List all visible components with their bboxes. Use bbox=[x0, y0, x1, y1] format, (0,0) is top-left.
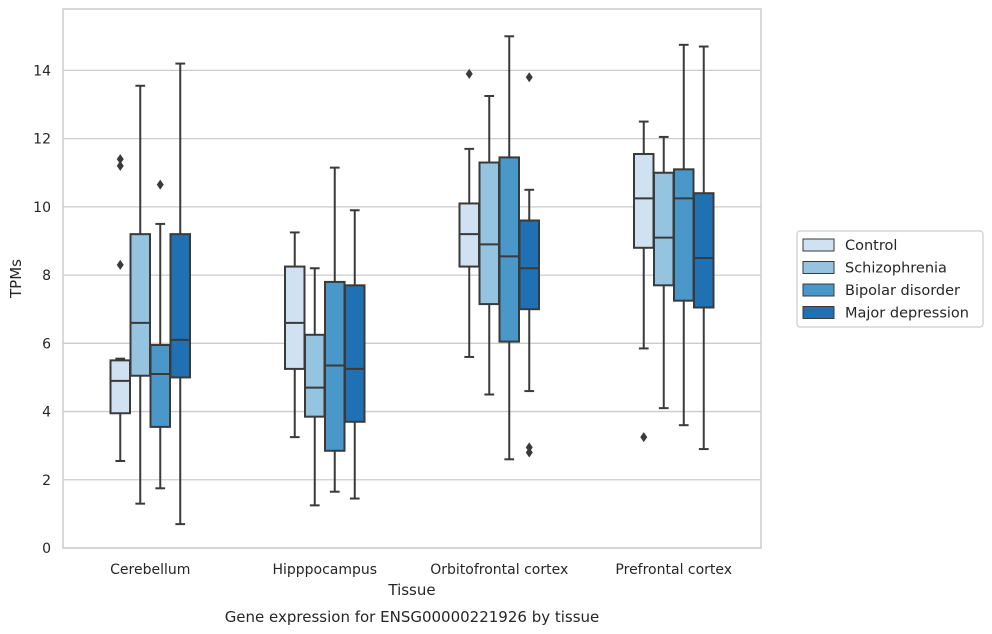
outlier-point bbox=[116, 154, 124, 165]
legend-swatch bbox=[802, 283, 835, 297]
box-iqr bbox=[633, 152, 655, 249]
box-group bbox=[109, 154, 131, 463]
box-group bbox=[498, 35, 520, 461]
x-tick-label: Orbitofrontal cortex bbox=[430, 562, 568, 578]
outlier-point bbox=[525, 72, 533, 83]
y-tick-label: 0 bbox=[42, 541, 51, 557]
box-iqr bbox=[478, 161, 500, 306]
box-group bbox=[693, 45, 715, 451]
outlier-point bbox=[465, 68, 473, 79]
box-group bbox=[149, 179, 171, 490]
grid-lines bbox=[63, 69, 761, 549]
box-group bbox=[324, 166, 346, 493]
outlier-point bbox=[640, 432, 648, 443]
box-group bbox=[169, 62, 191, 526]
box-iqr bbox=[653, 171, 675, 287]
legend-entry-label: Major depression bbox=[845, 306, 969, 322]
box-iqr bbox=[284, 265, 306, 370]
legend-swatch bbox=[802, 306, 835, 319]
legend-swatch bbox=[802, 261, 835, 274]
box-iqr bbox=[109, 359, 131, 415]
box-iqr bbox=[344, 284, 366, 423]
box-iqr bbox=[673, 168, 695, 302]
legend-swatch bbox=[802, 238, 835, 252]
legend: Control Schizophrenia Bipolar disorder Majo… bbox=[796, 230, 984, 328]
outlier-point bbox=[525, 442, 533, 453]
y-tick-label: 2 bbox=[42, 473, 51, 489]
y-tick-label: 6 bbox=[42, 336, 51, 352]
y-tick-label: 8 bbox=[42, 268, 51, 284]
x-tick-label: Cerebellum bbox=[110, 562, 190, 578]
outlier-point bbox=[116, 259, 124, 270]
chart-caption: Gene expression for ENSG00000221926 by t… bbox=[225, 608, 600, 626]
x-tick-label: Prefrontal cortex bbox=[615, 562, 732, 578]
box-iqr bbox=[498, 156, 520, 343]
box-iqr bbox=[693, 192, 715, 309]
box-iqr bbox=[304, 333, 326, 418]
y-tick-label: 4 bbox=[42, 405, 51, 421]
box-group bbox=[633, 120, 655, 443]
box-group bbox=[344, 209, 366, 500]
tick-labels: 0 2 4 6 8 10 12 14 Cerebellum Hipppocampus Orbitof… bbox=[33, 63, 732, 578]
legend-entry-label: Control bbox=[845, 238, 897, 254]
box-iqr bbox=[169, 233, 191, 379]
plot-frame bbox=[62, 8, 762, 549]
box-group bbox=[129, 84, 151, 505]
box-group bbox=[284, 231, 306, 439]
box-iqr bbox=[149, 344, 171, 428]
legend-entry-label: Bipolar disorder bbox=[845, 283, 960, 299]
box-series bbox=[109, 35, 715, 526]
box-group bbox=[673, 43, 695, 427]
box-group bbox=[518, 72, 540, 458]
box-group bbox=[478, 94, 500, 396]
y-tick-label: 12 bbox=[33, 132, 51, 148]
legend-frame bbox=[796, 230, 984, 328]
outlier-point bbox=[156, 179, 164, 190]
y-tick-label: 14 bbox=[33, 63, 51, 79]
box-group bbox=[304, 267, 326, 507]
box-iqr bbox=[518, 219, 540, 311]
box-iqr bbox=[129, 233, 151, 377]
y-tick-label: 10 bbox=[33, 200, 51, 216]
box-group bbox=[458, 68, 480, 358]
x-tick-label: Hipppocampus bbox=[272, 562, 377, 578]
box-group bbox=[653, 135, 675, 410]
y-axis-title: TPMs bbox=[7, 259, 25, 299]
outlier-point bbox=[116, 160, 124, 171]
x-axis-title: Tissue bbox=[387, 581, 435, 599]
legend-entry-label: Schizophrenia bbox=[845, 261, 947, 277]
outlier-point bbox=[525, 447, 533, 458]
